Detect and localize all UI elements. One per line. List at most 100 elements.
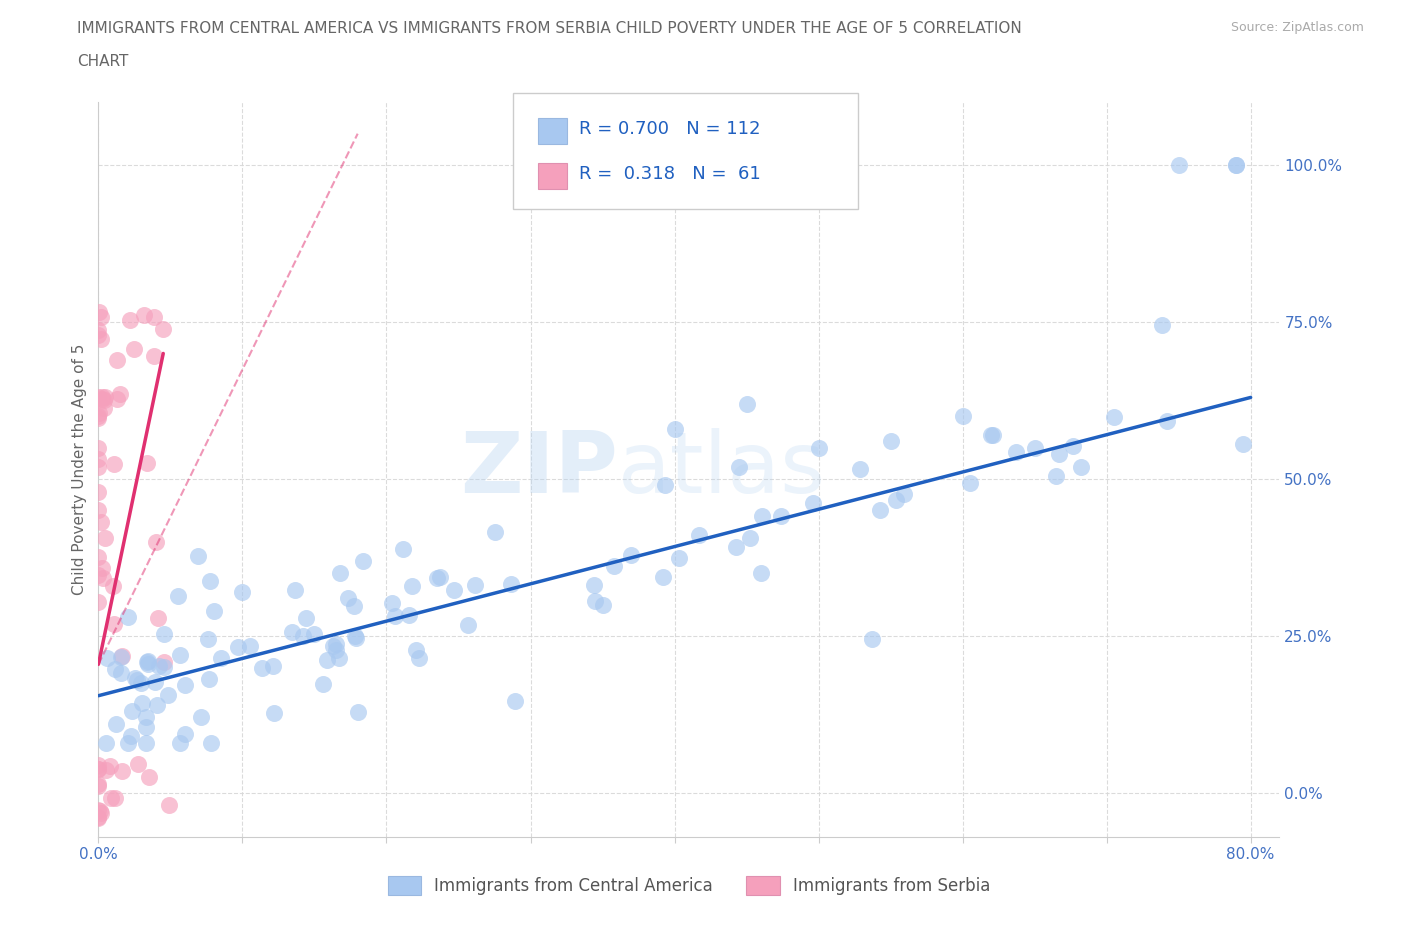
Point: [131, 696, 153, 711]
Point: [1024, 440, 1046, 455]
Point: [87, 778, 110, 793]
Point: [879, 434, 901, 449]
Point: [688, 528, 710, 543]
Point: [110, 650, 132, 665]
Point: [91, 571, 114, 586]
Legend: Immigrants from Central America, Immigrants from Serbia: Immigrants from Central America, Immigra…: [381, 870, 997, 902]
Point: [860, 631, 883, 646]
Point: [117, 610, 139, 625]
Point: [1232, 437, 1254, 452]
Point: [344, 631, 367, 645]
Point: [118, 312, 141, 327]
Point: [173, 678, 195, 693]
Point: [749, 566, 772, 581]
Point: [121, 704, 143, 719]
Point: [250, 661, 273, 676]
Point: [1225, 158, 1247, 173]
Point: [231, 585, 253, 600]
Point: [316, 653, 339, 668]
Point: [87, 762, 110, 777]
Point: [893, 486, 915, 501]
Point: [869, 503, 891, 518]
Point: [146, 610, 169, 625]
Point: [104, 790, 127, 805]
Point: [336, 591, 359, 605]
Point: [325, 636, 347, 651]
Point: [87, 762, 110, 777]
Point: [398, 607, 420, 622]
Point: [1225, 158, 1247, 173]
Point: [135, 710, 157, 724]
Point: [96, 650, 118, 665]
Point: [392, 542, 415, 557]
Point: [262, 659, 284, 674]
Point: [724, 539, 747, 554]
Point: [117, 736, 139, 751]
Point: [93, 531, 115, 546]
Point: [87, 405, 110, 420]
Point: [503, 694, 526, 709]
Point: [87, 810, 110, 825]
Point: [980, 428, 1002, 443]
Point: [664, 421, 686, 436]
Point: [94, 736, 117, 751]
Point: [91, 561, 114, 576]
Point: [1005, 445, 1028, 459]
Point: [104, 662, 127, 677]
Point: [142, 310, 165, 325]
Point: [120, 728, 142, 743]
Point: [583, 593, 606, 608]
Point: [169, 647, 191, 662]
Point: [807, 440, 830, 455]
Point: [101, 578, 124, 593]
Point: [849, 461, 872, 476]
Point: [429, 569, 451, 584]
Point: [198, 671, 221, 686]
Text: IMMIGRANTS FROM CENTRAL AMERICA VS IMMIGRANTS FROM SERBIA CHILD POVERTY UNDER TH: IMMIGRANTS FROM CENTRAL AMERICA VS IMMIG…: [77, 21, 1022, 36]
Point: [263, 705, 285, 720]
Point: [381, 595, 404, 610]
Point: [322, 639, 344, 654]
Point: [484, 525, 506, 540]
Text: atlas: atlas: [619, 428, 827, 512]
Text: Source: ZipAtlas.com: Source: ZipAtlas.com: [1230, 21, 1364, 34]
Point: [226, 640, 249, 655]
Point: [108, 387, 131, 402]
Point: [801, 496, 824, 511]
Point: [136, 657, 159, 671]
Point: [343, 598, 366, 613]
Point: [292, 628, 315, 643]
Point: [592, 598, 614, 613]
Point: [110, 666, 132, 681]
Point: [136, 654, 159, 669]
Point: [157, 798, 180, 813]
Point: [90, 331, 112, 346]
Point: [153, 659, 176, 674]
Point: [281, 624, 304, 639]
Point: [1062, 439, 1084, 454]
Point: [198, 574, 221, 589]
Point: [143, 675, 166, 690]
Point: [668, 551, 690, 565]
Point: [105, 352, 128, 367]
Point: [352, 553, 374, 568]
Point: [90, 309, 112, 324]
Point: [959, 476, 981, 491]
Point: [1102, 410, 1125, 425]
Point: [153, 627, 176, 642]
Point: [87, 459, 110, 474]
Point: [87, 440, 110, 455]
Text: CHART: CHART: [77, 54, 129, 69]
Point: [91, 392, 114, 406]
Point: [122, 342, 145, 357]
Point: [190, 710, 212, 724]
Point: [90, 390, 112, 405]
Point: [311, 677, 333, 692]
Point: [87, 409, 110, 424]
Point: [727, 459, 749, 474]
Point: [90, 514, 112, 529]
Point: [1045, 469, 1067, 484]
Point: [401, 578, 423, 593]
Point: [169, 736, 191, 751]
Point: [136, 455, 159, 470]
